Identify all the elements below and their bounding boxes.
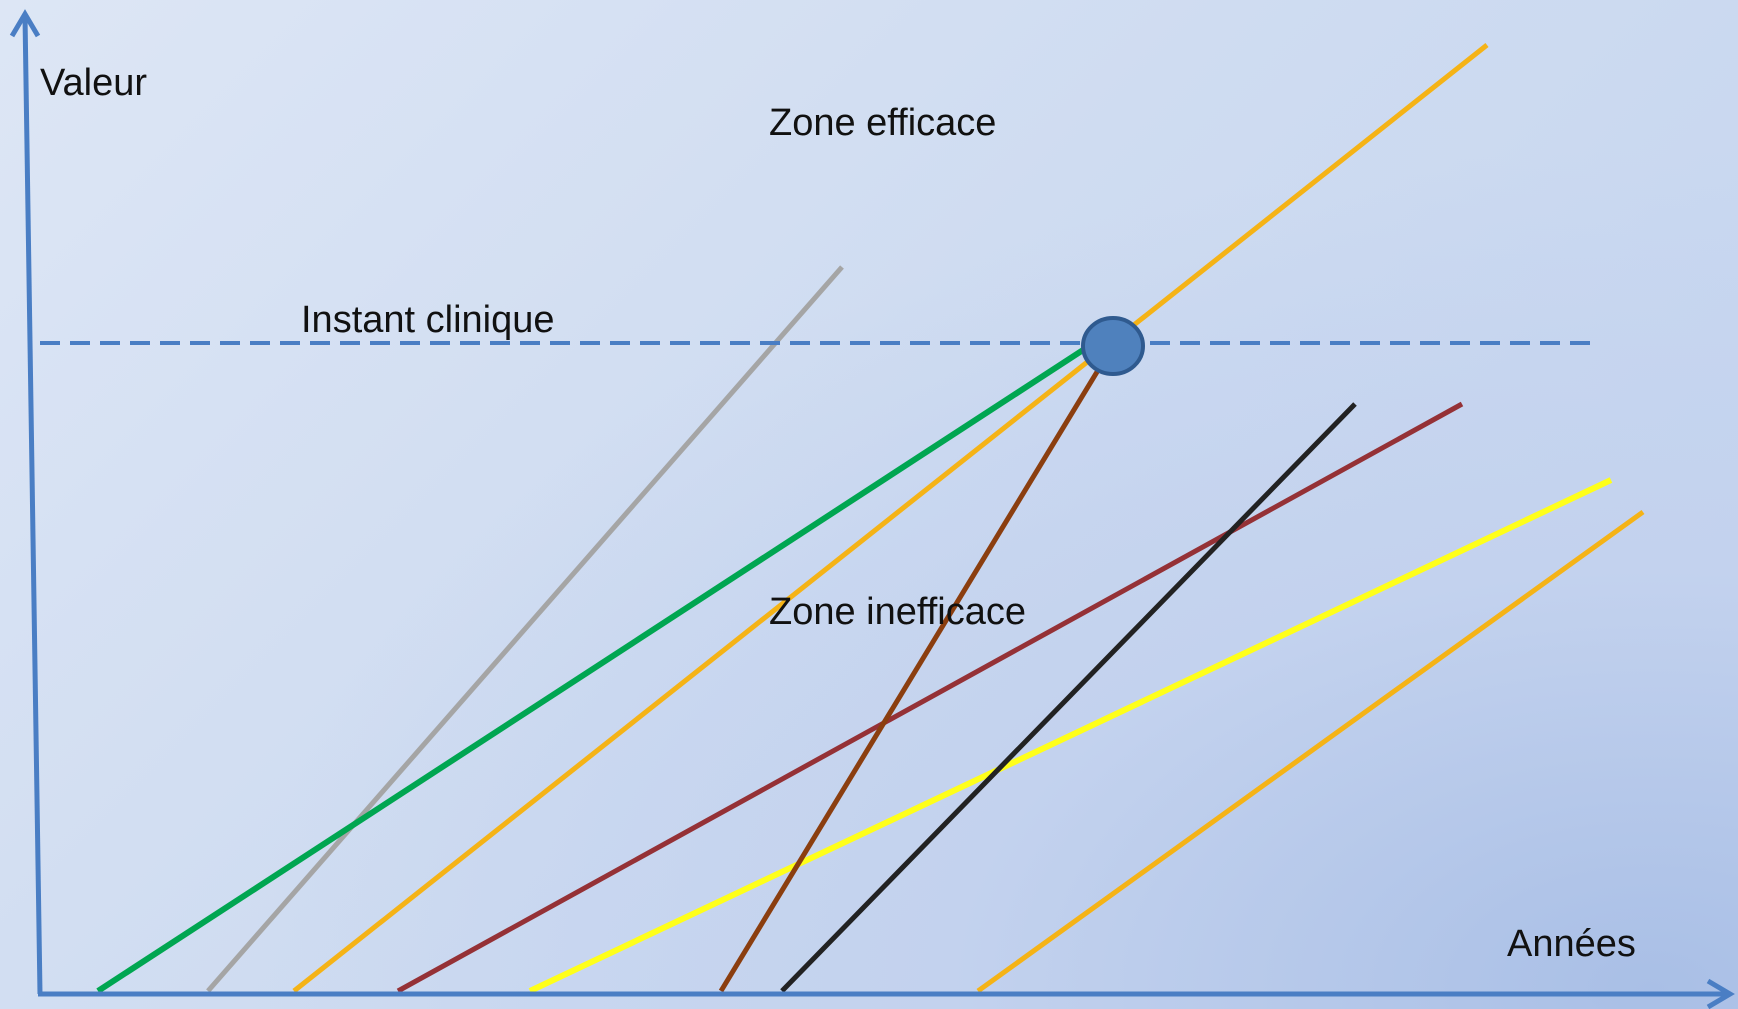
threshold-label: Instant clinique [301, 301, 555, 339]
zone-efficace-label: Zone efficace [769, 104, 996, 142]
trend-line-green [98, 337, 1103, 991]
y-axis [25, 16, 40, 994]
trend-line-yellow [530, 480, 1611, 991]
trend-line-orange-low [978, 512, 1643, 991]
intersection-marker [1083, 318, 1143, 374]
x-axis-label: Années [1507, 925, 1636, 963]
y-axis-label: Valeur [40, 64, 147, 102]
trend-line-orange-main [294, 45, 1487, 991]
zone-inefficace-label: Zone inefficace [769, 593, 1026, 631]
trend-line-maroon [398, 404, 1462, 991]
